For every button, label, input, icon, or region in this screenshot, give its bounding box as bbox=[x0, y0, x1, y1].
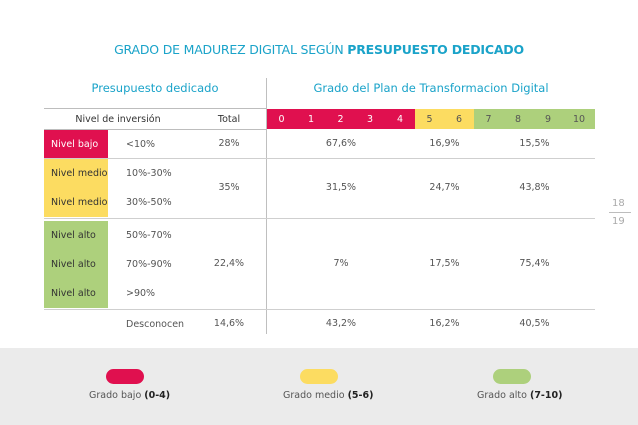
column-divider bbox=[266, 78, 267, 334]
legend-high-label: Grado alto (7-10) bbox=[477, 390, 562, 401]
grade-high-value: 40,5% bbox=[519, 318, 550, 329]
legend-mid-label: Grado medio (5-6) bbox=[283, 390, 373, 401]
page-number-right: 19 bbox=[612, 216, 625, 227]
range-label: 50%-70% bbox=[126, 230, 172, 241]
legend-footer bbox=[0, 348, 638, 425]
legend-low-swatch bbox=[106, 369, 144, 384]
level-badge-low: Nivel bajo bbox=[44, 130, 108, 159]
scale-cell-8: 8 bbox=[503, 109, 533, 129]
page-title: GRADO DE MADUREZ DIGITAL SEGÚN PRESUPUES… bbox=[0, 42, 638, 57]
level-badge-mid: Nivel medio bbox=[44, 159, 108, 188]
title-prefix: GRADO DE MADUREZ DIGITAL SEGÚN bbox=[114, 42, 348, 57]
scale-cell-4: 4 bbox=[385, 109, 415, 129]
total-value: 22,4% bbox=[213, 258, 245, 269]
grade-mid-value: 24,7% bbox=[429, 182, 460, 193]
legend-mid-text: Grado medio bbox=[283, 390, 348, 401]
scale-cell-9: 9 bbox=[533, 109, 563, 129]
grade-low-value: 43,2% bbox=[325, 318, 357, 329]
total-value: 35% bbox=[218, 182, 240, 193]
range-label: Desconocen bbox=[126, 318, 185, 330]
grade-high-value: 75,4% bbox=[519, 258, 550, 269]
grade-low-value: 31,5% bbox=[325, 182, 357, 193]
section-budget-heading: Presupuesto dedicado bbox=[91, 81, 219, 95]
total-value: 14,6% bbox=[213, 318, 245, 329]
grade-high-value: 43,8% bbox=[519, 182, 550, 193]
row-separator bbox=[44, 158, 595, 159]
scale-cell-6: 6 bbox=[444, 109, 474, 129]
legend-high-swatch bbox=[493, 369, 531, 384]
legend-high-range: (7-10) bbox=[529, 390, 563, 401]
scale-cell-0: 0 bbox=[267, 109, 296, 129]
grade-mid-value: 16,9% bbox=[429, 138, 460, 149]
legend-low-range: (0-4) bbox=[144, 390, 171, 401]
legend-low-label: Grado bajo (0-4) bbox=[89, 390, 170, 401]
section-grade-heading: Grado del Plan de Transformacion Digital bbox=[313, 81, 549, 95]
grade-low-value: 7% bbox=[333, 258, 349, 269]
grade-low-value: 67,6% bbox=[325, 138, 357, 149]
scale-cell-3: 3 bbox=[355, 109, 385, 129]
scale-cell-5: 5 bbox=[415, 109, 444, 129]
header-investment-level: Nivel de inversión bbox=[75, 113, 161, 125]
header-total: Total bbox=[217, 113, 241, 125]
page-number-divider bbox=[609, 212, 631, 213]
total-value: 28% bbox=[218, 138, 240, 149]
range-label: 10%-30% bbox=[126, 168, 172, 179]
legend-low-text: Grado bajo bbox=[89, 390, 145, 401]
range-label: 30%-50% bbox=[126, 197, 172, 208]
range-label: 70%-90% bbox=[126, 259, 172, 270]
row-separator bbox=[44, 309, 595, 310]
title-bold: PRESUPUESTO DEDICADO bbox=[347, 42, 524, 57]
header-bottom-rule bbox=[44, 129, 266, 130]
level-badge-high: Nivel alto bbox=[44, 279, 108, 308]
legend-mid-swatch bbox=[300, 369, 338, 384]
grade-mid-value: 17,5% bbox=[429, 258, 460, 269]
range-label: >90% bbox=[126, 288, 156, 299]
level-badge-high: Nivel alto bbox=[44, 221, 108, 250]
page-number-left: 18 bbox=[612, 198, 625, 209]
scale-cell-10: 10 bbox=[563, 109, 595, 129]
grade-mid-value: 16,2% bbox=[429, 318, 460, 329]
scale-cell-1: 1 bbox=[296, 109, 326, 129]
scale-cell-7: 7 bbox=[474, 109, 503, 129]
header-top-rule bbox=[44, 108, 266, 109]
row-separator bbox=[44, 218, 595, 219]
level-badge-mid: Nivel medio bbox=[44, 188, 108, 217]
level-badge-high: Nivel alto bbox=[44, 250, 108, 279]
scale-cell-2: 2 bbox=[326, 109, 355, 129]
legend-mid-range: (5-6) bbox=[347, 390, 374, 401]
grade-high-value: 15,5% bbox=[519, 138, 550, 149]
legend-high-text: Grado alto bbox=[477, 390, 530, 401]
range-label: <10% bbox=[126, 139, 156, 150]
